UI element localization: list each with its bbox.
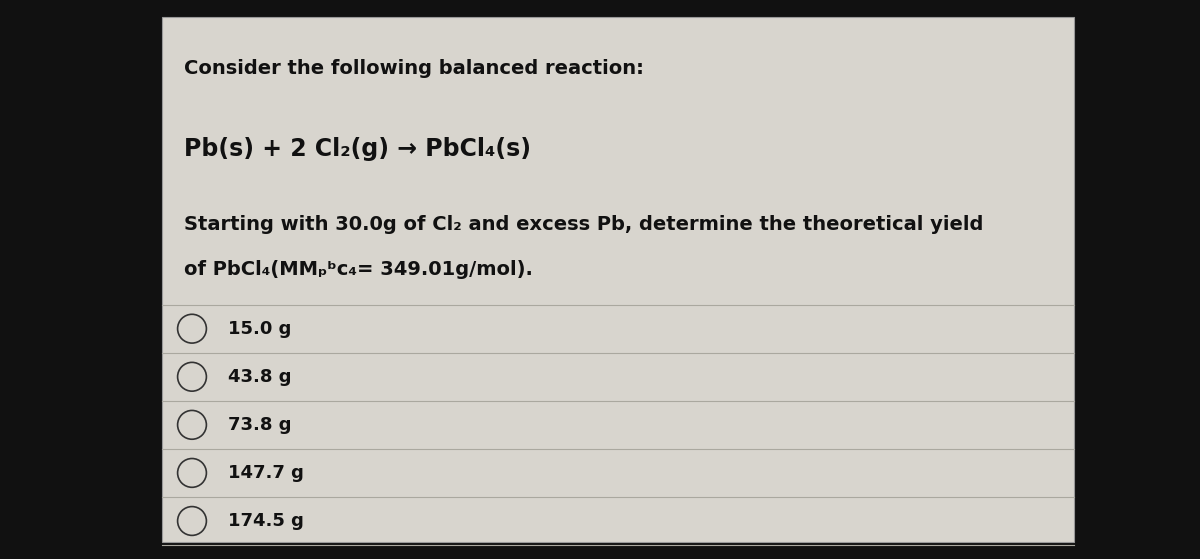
Text: 43.8 g: 43.8 g <box>228 368 292 386</box>
Text: 147.7 g: 147.7 g <box>228 464 304 482</box>
Text: Starting with 30.0g of Cl₂ and excess Pb, determine the theoretical yield: Starting with 30.0g of Cl₂ and excess Pb… <box>184 215 983 234</box>
Text: of PbCl₄(MMₚᵇᴄ₄= 349.01g/mol).: of PbCl₄(MMₚᵇᴄ₄= 349.01g/mol). <box>184 260 533 279</box>
Text: 174.5 g: 174.5 g <box>228 512 304 530</box>
FancyBboxPatch shape <box>162 17 1074 542</box>
Text: 15.0 g: 15.0 g <box>228 320 292 338</box>
Text: 73.8 g: 73.8 g <box>228 416 292 434</box>
Text: Consider the following balanced reaction:: Consider the following balanced reaction… <box>184 59 643 78</box>
Text: Pb(s) + 2 Cl₂(g) → PbCl₄(s): Pb(s) + 2 Cl₂(g) → PbCl₄(s) <box>184 137 530 161</box>
